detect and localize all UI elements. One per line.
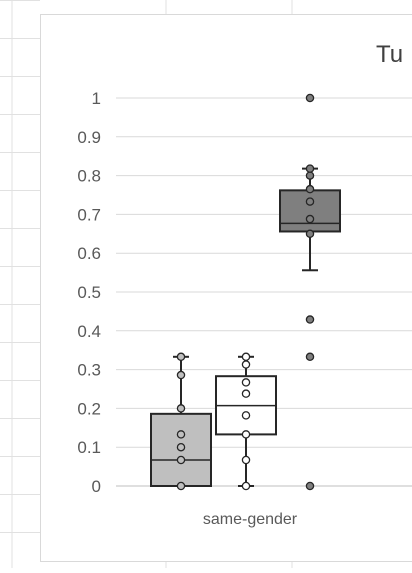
data-point: [176, 481, 186, 491]
y-tick-label: 0.8: [77, 167, 101, 186]
data-point: [241, 411, 251, 420]
data-point: [305, 229, 315, 239]
data-point: [241, 430, 251, 439]
y-tick-label: 0.5: [77, 283, 101, 302]
data-point: [176, 352, 186, 362]
data-point: [176, 404, 186, 413]
box: [279, 189, 341, 233]
data-point: [241, 378, 251, 387]
chart-area[interactable]: [40, 14, 412, 562]
y-tick-label: 0.2: [77, 399, 101, 418]
x-category-label: same-gender: [203, 511, 298, 528]
box-series-1: [150, 352, 212, 491]
data-point: [176, 455, 186, 465]
y-tick-label: 0: [92, 477, 101, 496]
y-axis: 0 0.1 0.2 0.3 0.4 0.5 0.6 0.7 0.8 0.9 1: [77, 89, 101, 496]
data-point: [305, 93, 315, 103]
data-point: [176, 442, 186, 452]
box-series-2: [215, 352, 277, 491]
box-series-3: [279, 93, 341, 491]
data-point: [241, 352, 251, 362]
y-tick-label: 0.1: [77, 438, 101, 457]
data-point: [176, 370, 186, 380]
y-tick-label: 0.6: [77, 244, 101, 263]
data-point: [305, 352, 315, 362]
data-point: [305, 481, 315, 491]
data-point: [305, 197, 315, 206]
y-tick-label: 0.7: [77, 205, 101, 224]
series-layer: [150, 93, 341, 491]
data-point: [305, 184, 315, 194]
x-axis: same-gender: [203, 511, 298, 528]
data-point: [241, 455, 251, 465]
data-point: [241, 481, 251, 491]
data-point: [241, 389, 251, 398]
data-point: [305, 315, 315, 324]
y-tick-label: 1: [92, 89, 101, 108]
data-point: [241, 360, 251, 369]
data-point: [305, 164, 315, 173]
y-tick-label: 0.9: [77, 128, 101, 147]
chart-title: Tu: [376, 41, 403, 68]
y-tick-label: 0.3: [77, 361, 101, 380]
data-point: [305, 171, 315, 180]
data-point: [305, 214, 315, 224]
data-point: [176, 430, 186, 439]
y-tick-label: 0.4: [77, 322, 101, 341]
